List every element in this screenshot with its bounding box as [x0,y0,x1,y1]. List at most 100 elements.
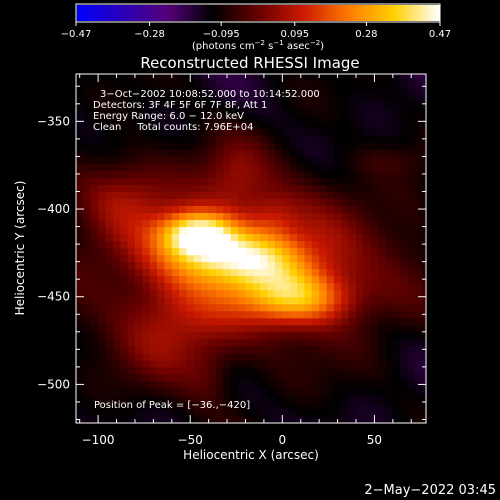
heatmap-cell [171,177,180,185]
heatmap-cell [407,387,416,396]
heatmap-cell [289,100,298,108]
heatmap-cell [319,205,328,214]
heatmap-cell [407,282,416,291]
heatmap-cell [297,240,305,249]
heatmap-cell [134,338,143,347]
heatmap-cell [297,254,305,263]
heatmap-cell [414,163,423,171]
heatmap-cell [348,198,357,207]
heatmap-cell [179,268,188,277]
heatmap-cell [311,387,320,396]
heatmap-cell [333,170,342,178]
heatmap-cell [90,240,99,249]
heatmap-cell [171,352,180,361]
heatmap-cell [171,366,180,375]
heatmap-cell [171,331,180,340]
heatmap-cell [208,380,217,389]
heatmap-cell [230,268,239,277]
heatmap-cell [392,114,401,122]
heatmap-cell [98,401,106,410]
heatmap-cell [186,268,195,277]
heatmap-cell [252,261,261,270]
heatmap-cell [230,380,239,389]
heatmap-cell [274,107,283,115]
heatmap-cell [171,275,180,284]
heatmap-cell [356,324,364,333]
heatmap-cell [260,387,269,396]
heatmap-cell [83,408,92,417]
heatmap-cell [223,198,232,207]
heatmap-cell [267,219,276,228]
heatmap-cell [164,268,173,277]
heatmap-cell [245,212,254,221]
heatmap-cell [289,149,298,157]
heatmap-cell [179,310,188,319]
colorbar-cell [101,5,105,21]
heatmap-image [76,74,426,423]
heatmap-cell [112,233,121,242]
heatmap-cell [98,254,106,263]
heatmap-cell [363,212,372,221]
heatmap-cell [245,135,254,143]
heatmap-cell [304,135,313,143]
heatmap-cell [407,219,416,228]
heatmap-cell [201,415,210,423]
heatmap-cell [274,408,283,417]
heatmap-cell [407,198,416,207]
heatmap-cell [282,163,291,171]
heatmap-cell [223,114,232,122]
heatmap-cell [105,198,114,207]
heatmap-cell [164,93,173,101]
heatmap-cell [179,79,188,87]
heatmap-cell [407,268,416,277]
colorbar-cell [77,5,81,21]
heatmap-cell [112,254,121,263]
heatmap-cell [193,170,202,178]
heatmap-cell [407,373,416,382]
heatmap-cell [223,401,232,410]
heatmap-cell [407,275,416,284]
heatmap-cell [260,184,269,193]
heatmap-cell [164,135,173,143]
heatmap-cell [414,86,423,94]
heatmap-cell [98,338,106,347]
heatmap-cell [363,149,372,157]
heatmap-cell [407,261,416,270]
heatmap-cell [385,79,394,87]
heatmap-cell [216,135,224,143]
heatmap-cell [260,296,269,305]
heatmap-cell [267,107,276,115]
heatmap-cell [193,156,202,164]
heatmap-cell [230,142,239,150]
heatmap-cell [282,198,291,207]
heatmap-cell [348,338,357,347]
heatmap-cell [385,198,394,207]
heatmap-cell [83,415,92,423]
heatmap-cell [311,310,320,319]
heatmap-cell [157,338,165,347]
heatmap-cell [274,268,283,277]
heatmap-cell [363,380,372,389]
heatmap-cell [179,121,188,129]
heatmap-cell [127,380,136,389]
heatmap-cell [238,401,246,410]
heatmap-cell [193,359,202,368]
heatmap-cell [326,205,335,214]
heatmap-cell [356,387,364,396]
heatmap-cell [83,296,92,305]
heatmap-cell [326,261,335,270]
heatmap-cell [400,142,409,150]
heatmap-cell [127,219,136,228]
heatmap-cell [407,317,416,326]
heatmap-cell [105,93,114,101]
heatmap-cell [370,380,379,389]
heatmap-cell [378,401,386,410]
heatmap-cell [282,303,291,312]
heatmap-cell [193,247,202,256]
heatmap-cell [245,226,254,235]
heatmap-cell [422,107,426,115]
heatmap-cell [311,149,320,157]
heatmap-cell [216,303,224,312]
heatmap-cell [348,177,357,185]
heatmap-cell [400,345,409,354]
